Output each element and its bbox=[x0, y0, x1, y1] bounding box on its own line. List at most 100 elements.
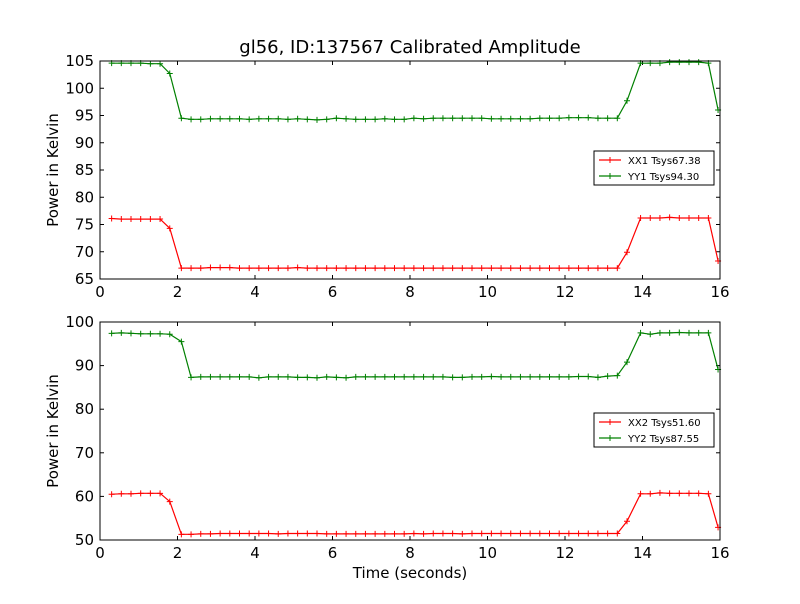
data-point bbox=[323, 373, 330, 380]
data-point bbox=[594, 115, 601, 122]
data-point bbox=[498, 373, 505, 380]
legend-marker bbox=[607, 173, 613, 179]
data-point bbox=[401, 265, 408, 272]
data-point bbox=[284, 373, 291, 380]
x-tick-label: 8 bbox=[405, 544, 415, 562]
data-point bbox=[498, 115, 505, 122]
x-tick-label: 2 bbox=[173, 544, 183, 562]
plot-frame bbox=[99, 60, 721, 280]
x-tick-label: 2 bbox=[173, 283, 183, 301]
data-point bbox=[507, 265, 514, 272]
data-point bbox=[594, 265, 601, 272]
data-point bbox=[469, 530, 475, 537]
data-point bbox=[333, 115, 340, 122]
data-point bbox=[362, 265, 369, 272]
data-point bbox=[507, 373, 514, 380]
data-point bbox=[381, 115, 388, 122]
data-point bbox=[226, 264, 233, 271]
data-point bbox=[656, 489, 663, 496]
data-point bbox=[128, 330, 134, 337]
data-point bbox=[197, 265, 204, 272]
data-point bbox=[624, 97, 630, 104]
legend-marker bbox=[607, 419, 613, 425]
x-tick-label: 16 bbox=[710, 283, 729, 301]
data-point bbox=[666, 59, 673, 66]
data-point bbox=[527, 115, 534, 122]
data-point bbox=[449, 530, 456, 537]
chart-title: gl56, ID:137567 Calibrated Amplitude bbox=[239, 37, 580, 58]
data-point bbox=[430, 265, 437, 272]
data-point bbox=[217, 264, 224, 271]
data-point bbox=[381, 530, 388, 537]
data-point bbox=[705, 329, 712, 336]
x-tick-label: 16 bbox=[710, 544, 729, 562]
data-point bbox=[157, 60, 164, 67]
legend-marker bbox=[607, 157, 613, 163]
data-point bbox=[188, 116, 195, 123]
x-tick-label: 4 bbox=[250, 283, 260, 301]
data-point bbox=[178, 265, 185, 272]
data-point bbox=[284, 530, 291, 537]
data-point bbox=[666, 329, 673, 336]
data-point bbox=[294, 374, 301, 381]
data-point bbox=[118, 490, 125, 497]
data-point bbox=[410, 530, 417, 537]
y-axis-label: Power in Kelvin bbox=[44, 113, 62, 227]
y-tick-label: 95 bbox=[75, 107, 94, 125]
y-tick-label: 60 bbox=[75, 487, 94, 505]
data-point bbox=[624, 359, 630, 366]
data-point bbox=[695, 329, 702, 336]
x-tick-label: 14 bbox=[633, 283, 652, 301]
data-point bbox=[147, 330, 154, 337]
plot-frame bbox=[99, 321, 721, 541]
data-point bbox=[614, 115, 621, 122]
data-point bbox=[686, 59, 692, 66]
data-point bbox=[575, 114, 582, 121]
y-tick-label: 80 bbox=[75, 188, 94, 206]
data-point bbox=[197, 116, 204, 123]
x-tick-label: 10 bbox=[478, 283, 497, 301]
data-point bbox=[695, 214, 702, 221]
data-point bbox=[217, 530, 224, 537]
data-point bbox=[575, 373, 582, 380]
y-axis-label: Power in Kelvin bbox=[44, 374, 62, 488]
data-point bbox=[666, 214, 673, 221]
data-point bbox=[304, 530, 311, 537]
data-point bbox=[108, 215, 115, 222]
subplot-1: Power in Kelvin 0 2 4 6 8 10 12 14 16 65 70 75 80 85 90… bbox=[44, 52, 730, 301]
data-point bbox=[676, 490, 683, 497]
data-point bbox=[166, 70, 173, 77]
data-point bbox=[226, 115, 233, 122]
data-point bbox=[314, 265, 320, 272]
data-point bbox=[197, 530, 204, 537]
data-point bbox=[488, 373, 495, 380]
data-point bbox=[488, 115, 495, 122]
data-point bbox=[517, 530, 524, 537]
data-point bbox=[108, 330, 115, 337]
data-point bbox=[439, 265, 446, 272]
data-point bbox=[478, 115, 485, 122]
series-line-1 bbox=[111, 492, 719, 535]
data-point bbox=[656, 214, 663, 221]
data-point bbox=[147, 490, 154, 497]
data-point bbox=[352, 373, 359, 380]
data-point bbox=[314, 374, 320, 381]
data-point bbox=[401, 373, 408, 380]
data-point bbox=[275, 115, 282, 122]
data-point bbox=[637, 329, 644, 336]
data-point bbox=[517, 265, 524, 272]
data-point bbox=[556, 373, 563, 380]
legend-label: YY2 Tsys87.55 bbox=[627, 434, 699, 445]
data-point bbox=[236, 373, 243, 380]
data-point bbox=[275, 373, 282, 380]
series-line-1 bbox=[111, 216, 719, 269]
y-tick-label: 65 bbox=[75, 270, 94, 288]
data-point bbox=[207, 373, 214, 380]
data-point bbox=[478, 265, 485, 272]
data-point bbox=[624, 249, 630, 256]
data-point bbox=[147, 216, 154, 223]
x-tick-label: 6 bbox=[328, 544, 338, 562]
data-point bbox=[314, 116, 320, 123]
data-point bbox=[217, 373, 224, 380]
